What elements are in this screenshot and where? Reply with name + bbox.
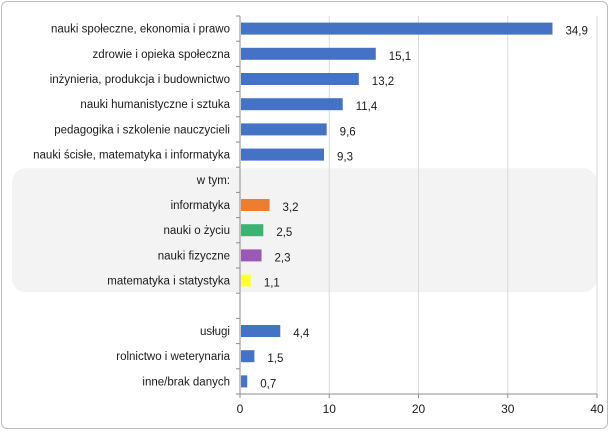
data-label: 13,2 — [372, 76, 394, 88]
data-label: 1,1 — [264, 278, 280, 290]
bar — [241, 73, 359, 85]
category-label: usługi — [200, 326, 230, 338]
category-label: nauki humanistyczne i sztuka — [80, 99, 230, 111]
category-label: nauki o życiu — [164, 225, 230, 237]
category-label: informatyka — [171, 200, 231, 212]
bar — [241, 47, 376, 60]
bar — [241, 98, 343, 111]
highlight-band — [12, 168, 597, 293]
category-label: nauki fizyczne — [158, 250, 230, 262]
category-label: rolnictwo i weterynaria — [116, 351, 230, 363]
data-label: 2,3 — [275, 252, 291, 264]
data-label: 4,4 — [293, 328, 310, 340]
data-label: 1,5 — [267, 353, 283, 365]
data-label: 34,9 — [565, 26, 587, 38]
data-label: 15,1 — [389, 51, 411, 63]
category-label: w tym: — [196, 175, 230, 187]
category-label: pedagogika i szkolenie nauczycieli — [54, 124, 230, 136]
bar — [241, 325, 281, 337]
category-label: zdrowie i opieka społeczna — [93, 49, 231, 61]
x-tick-label: 30 — [501, 402, 515, 416]
data-label: 2,5 — [276, 227, 292, 239]
bar — [241, 22, 553, 35]
data-label: 11,4 — [356, 101, 378, 113]
bar — [241, 148, 325, 161]
category-label: matematyka i statystyka — [107, 276, 230, 288]
x-tick-label: 0 — [237, 402, 244, 416]
x-tick-label: 20 — [412, 402, 426, 416]
category-label: nauki społeczne, ekonomia i prawo — [51, 24, 230, 36]
category-label: nauki ścisłe, matematyka i informatyka — [33, 150, 230, 162]
bar — [241, 224, 264, 237]
bar — [241, 249, 262, 262]
bar — [241, 274, 251, 287]
category-label: inżynieria, produkcja i budownictwo — [50, 74, 230, 86]
x-tick-label: 10 — [323, 402, 337, 416]
bar — [241, 199, 270, 211]
bar — [241, 350, 255, 363]
data-label: 0,7 — [260, 378, 276, 390]
bar — [241, 375, 248, 388]
x-tick-label: 40 — [590, 402, 604, 416]
category-label: inne/brak danych — [142, 376, 230, 388]
data-label: 3,2 — [283, 202, 299, 214]
bar — [241, 123, 327, 136]
data-label: 9,3 — [337, 152, 353, 164]
data-label: 9,6 — [340, 126, 356, 138]
